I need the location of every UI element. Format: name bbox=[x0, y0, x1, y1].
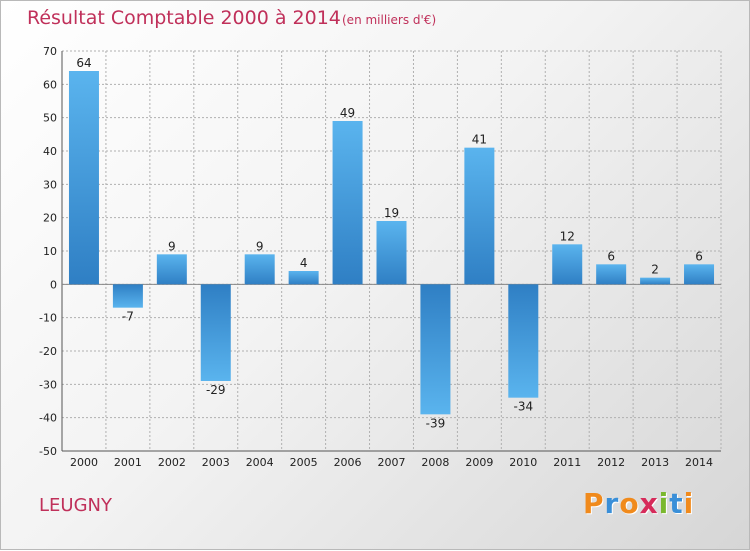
chart-subtitle: (en milliers d'€) bbox=[342, 13, 437, 27]
commune-name: LEUGNY bbox=[39, 495, 112, 516]
y-tick-label: -10 bbox=[39, 312, 57, 325]
bar-2009 bbox=[464, 147, 495, 285]
data-label: 2 bbox=[651, 263, 659, 277]
bar-2004 bbox=[244, 254, 275, 285]
x-tick-label: 2000 bbox=[70, 456, 98, 469]
y-tick-label: -30 bbox=[39, 378, 57, 391]
bar-2000 bbox=[68, 71, 99, 285]
x-tick-label: 2001 bbox=[114, 456, 142, 469]
bar-2007 bbox=[376, 221, 407, 285]
data-label: -29 bbox=[206, 383, 226, 397]
y-tick-label: 60 bbox=[43, 78, 57, 91]
logo-letter: i bbox=[683, 487, 695, 520]
data-label: -7 bbox=[122, 310, 134, 324]
y-tick-label: 50 bbox=[43, 112, 57, 125]
y-tick-label: 30 bbox=[43, 178, 57, 191]
data-label: 41 bbox=[472, 133, 487, 147]
bar-2001 bbox=[112, 284, 143, 308]
bar-2012 bbox=[596, 264, 627, 285]
bar-layer bbox=[68, 71, 715, 415]
x-tick-label: 2003 bbox=[202, 456, 230, 469]
x-tick-label: 2009 bbox=[465, 456, 493, 469]
x-tick-label: 2005 bbox=[290, 456, 318, 469]
bar-2013 bbox=[640, 277, 671, 285]
data-label: -34 bbox=[513, 400, 533, 414]
logo-letter: o bbox=[619, 487, 640, 520]
x-tick-label: 2006 bbox=[334, 456, 362, 469]
y-tick-label: 20 bbox=[43, 212, 57, 225]
bar-2005 bbox=[288, 271, 319, 285]
logo-letter: i bbox=[658, 487, 670, 520]
chart-title: Résultat Comptable 2000 à 2014 bbox=[27, 7, 341, 29]
data-label: 4 bbox=[300, 256, 308, 270]
bar-2010 bbox=[508, 284, 539, 398]
x-tick-label: 2007 bbox=[378, 456, 406, 469]
y-tick-label: -40 bbox=[39, 412, 57, 425]
data-label: 19 bbox=[384, 206, 399, 220]
x-tick-label: 2002 bbox=[158, 456, 186, 469]
data-label: 9 bbox=[168, 239, 176, 253]
data-label: 64 bbox=[76, 56, 91, 70]
bar-2006 bbox=[332, 121, 363, 285]
label-layer: 706050403020100-10-20-30-40-50642000-720… bbox=[39, 45, 713, 469]
y-tick-label: 10 bbox=[43, 245, 57, 258]
proxiti-logo[interactable]: Proxiti bbox=[583, 487, 694, 520]
bar-2008 bbox=[420, 284, 451, 415]
bar-2003 bbox=[200, 284, 231, 381]
bar-2014 bbox=[684, 264, 715, 285]
data-label: 9 bbox=[256, 239, 264, 253]
x-tick-label: 2004 bbox=[246, 456, 274, 469]
y-tick-label: 70 bbox=[43, 45, 57, 58]
bar-2002 bbox=[156, 254, 187, 285]
data-label: -39 bbox=[426, 416, 446, 430]
y-tick-label: 0 bbox=[50, 278, 57, 291]
bar-2011 bbox=[552, 244, 583, 285]
data-label: 49 bbox=[340, 106, 355, 120]
logo-letter: t bbox=[669, 487, 684, 520]
data-label: 6 bbox=[607, 249, 615, 263]
x-tick-label: 2008 bbox=[421, 456, 449, 469]
y-tick-label: -50 bbox=[39, 445, 57, 458]
x-tick-label: 2011 bbox=[553, 456, 581, 469]
logo-letter: r bbox=[604, 487, 620, 520]
x-tick-label: 2012 bbox=[597, 456, 625, 469]
data-label: 6 bbox=[695, 249, 703, 263]
logo-letter: x bbox=[639, 487, 659, 520]
data-label: 12 bbox=[560, 229, 575, 243]
x-tick-label: 2014 bbox=[685, 456, 713, 469]
y-tick-label: -20 bbox=[39, 345, 57, 358]
logo-letter: P bbox=[583, 487, 605, 520]
x-tick-label: 2013 bbox=[641, 456, 669, 469]
y-tick-label: 40 bbox=[43, 145, 57, 158]
x-tick-label: 2010 bbox=[509, 456, 537, 469]
